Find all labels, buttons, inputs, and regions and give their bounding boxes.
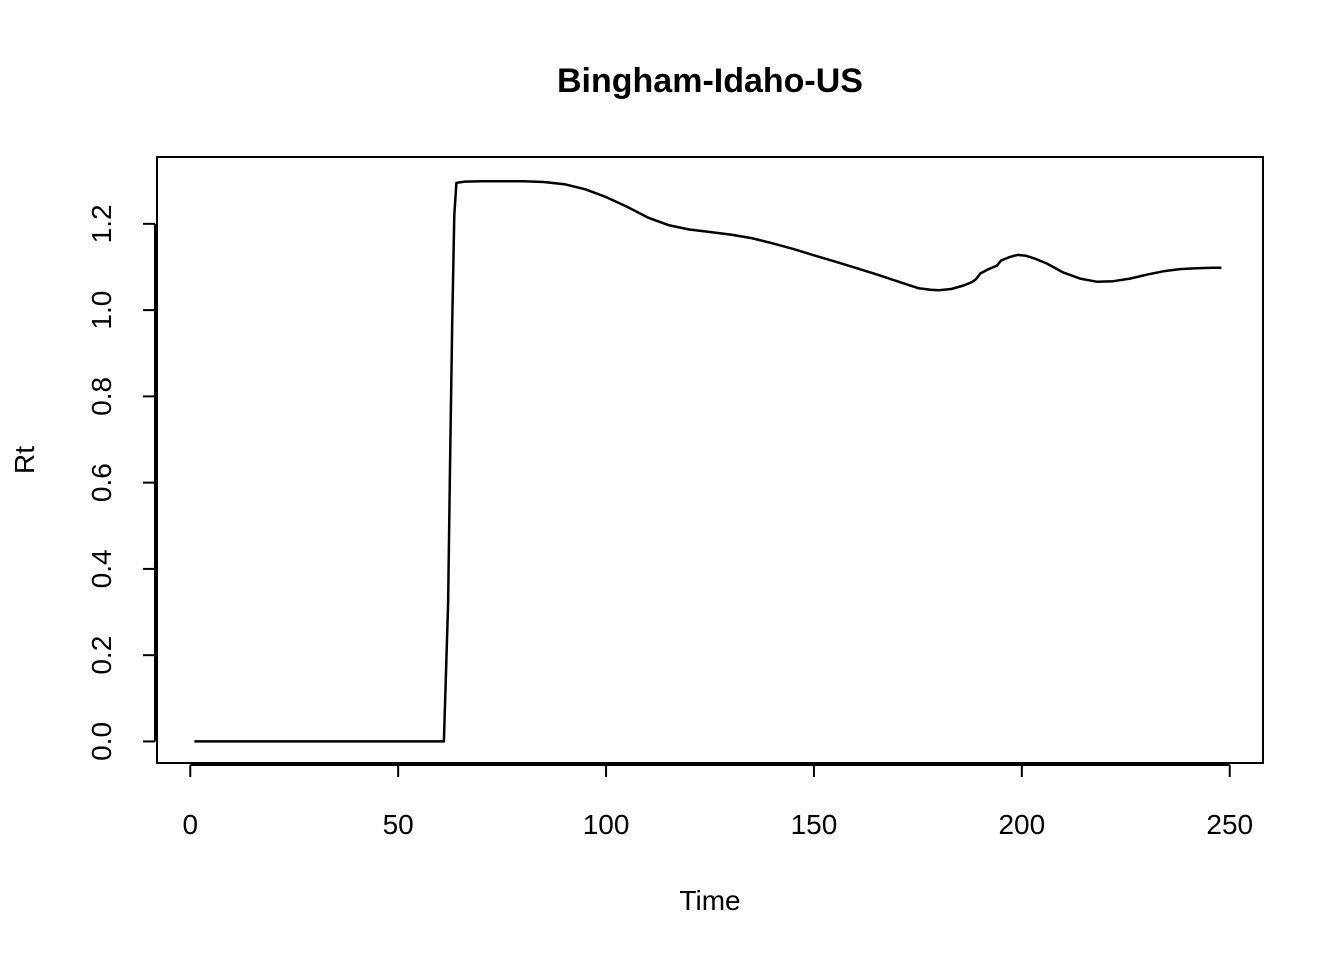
x-tick-label: 250 [1206,809,1253,840]
x-tick-label: 200 [998,809,1045,840]
x-tick-label: 50 [383,809,414,840]
y-tick-label: 0.2 [86,636,117,675]
x-tick-label: 100 [583,809,630,840]
series-layer [194,179,1222,743]
x-axis-label: Time [679,885,740,916]
chart-title: Bingham-Idaho-US [557,62,863,100]
x-tick-label: 150 [791,809,838,840]
y-tick-label: 0.0 [86,722,117,761]
y-tick-label: 1.0 [86,291,117,330]
x-tick-label: 0 [182,809,198,840]
x-axis: 0 50 100 150 200 250 [182,764,1253,840]
y-tick-label: 0.4 [86,549,117,588]
y-tick-label: 0.8 [86,377,117,416]
y-axis-label: Rt [9,446,40,474]
y-tick-label: 0.6 [86,463,117,502]
y-axis: 0.0 0.2 0.4 0.6 0.8 1.0 1.2 [86,204,156,761]
series-line-rt [194,179,1222,743]
plot-frame [156,156,1264,764]
y-tick-label: 1.2 [86,204,117,243]
